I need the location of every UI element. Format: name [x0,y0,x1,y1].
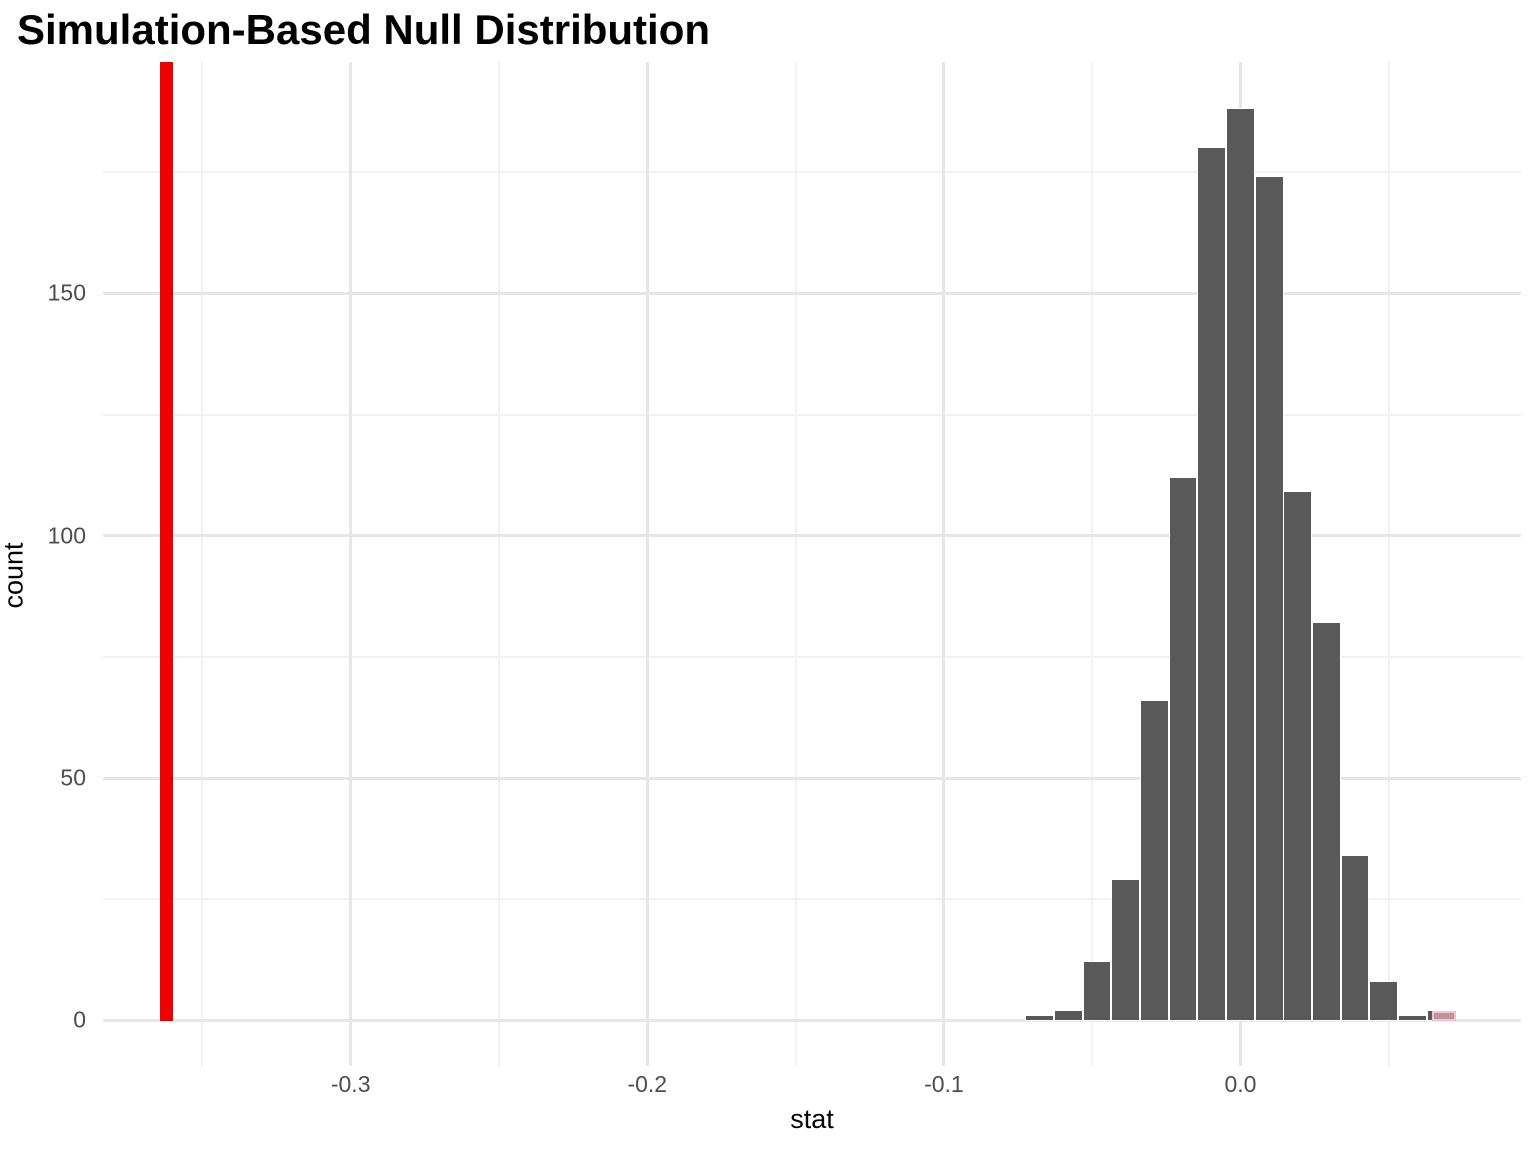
x-minor-gridline [1387,62,1390,1066]
histogram-bar [1369,980,1399,1021]
x-major-gridline [942,62,946,1066]
histogram-bar [1312,622,1341,1021]
y-major-gridline [103,776,1521,780]
observed-stat-line [160,62,174,1022]
y-tick-label: 0 [73,1006,86,1033]
x-minor-gridline [201,62,204,1066]
x-axis-title: stat [790,1104,834,1134]
histogram-bar [1082,961,1112,1021]
y-minor-gridline [103,898,1521,901]
histogram-bar [1025,1014,1055,1021]
histogram-bar [1254,176,1284,1021]
y-minor-gridline [103,655,1521,658]
y-tick-label: 150 [47,279,86,306]
plot-panel [103,62,1521,1066]
histogram-bar [1197,147,1227,1021]
histogram-bar [1398,1014,1427,1021]
x-tick-label: -0.3 [330,1071,371,1097]
x-minor-gridline [794,62,797,1066]
y-major-gridline [103,291,1521,295]
plot-title: Simulation-Based Null Distribution [17,6,711,53]
x-major-gridline [645,62,649,1066]
histogram-bar [1340,854,1370,1021]
x-major-gridline [349,62,353,1066]
histogram-bar [1226,108,1255,1021]
shaded-histogram-bar [1431,1011,1456,1021]
y-major-gridline [103,534,1521,538]
x-tick-label: 0.0 [1224,1071,1257,1097]
histogram-bar [1283,491,1313,1021]
y-minor-gridline [103,171,1521,174]
histogram-bar [1139,699,1169,1021]
y-minor-gridline [103,413,1521,416]
y-major-gridline [103,1018,1521,1022]
y-tick-label: 100 [47,522,86,549]
histogram-bar [1111,878,1141,1021]
x-minor-gridline [498,62,500,1066]
y-axis-title: count [0,542,29,609]
histogram-bar [1053,1009,1083,1021]
histogram-bar [1168,476,1198,1021]
x-tick-label: -0.2 [627,1071,668,1097]
x-tick-label: -0.1 [924,1071,964,1097]
y-tick-label: 50 [60,764,86,791]
x-minor-gridline [1091,62,1094,1066]
